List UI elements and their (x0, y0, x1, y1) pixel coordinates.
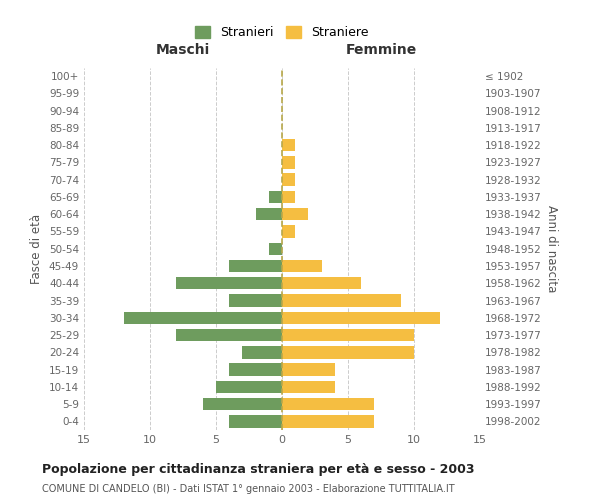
Text: Popolazione per cittadinanza straniera per età e sesso - 2003: Popolazione per cittadinanza straniera p… (42, 462, 475, 475)
Bar (203, 398, 282, 410)
Bar (256, 208, 282, 220)
Bar (282, 312, 440, 324)
Bar (229, 260, 282, 272)
Bar (229, 364, 282, 376)
Bar (282, 260, 322, 272)
Bar (282, 346, 414, 358)
Bar (282, 190, 295, 203)
Text: COMUNE DI CANDELO (BI) - Dati ISTAT 1° gennaio 2003 - Elaborazione TUTTITALIA.IT: COMUNE DI CANDELO (BI) - Dati ISTAT 1° g… (42, 484, 455, 494)
Bar (282, 208, 308, 220)
Bar (282, 415, 374, 428)
Bar (282, 226, 295, 237)
Bar (282, 380, 335, 393)
Bar (216, 380, 282, 393)
Bar (282, 277, 361, 289)
Bar (176, 329, 282, 342)
Bar (229, 415, 282, 428)
Bar (282, 364, 335, 376)
Bar (124, 312, 282, 324)
Bar (282, 174, 295, 186)
Text: Femmine: Femmine (346, 43, 416, 57)
Bar (176, 277, 282, 289)
Bar (282, 156, 295, 168)
Y-axis label: Fasce di età: Fasce di età (31, 214, 43, 284)
Legend: Stranieri, Straniere: Stranieri, Straniere (190, 21, 374, 44)
Bar (269, 190, 282, 203)
Bar (282, 398, 374, 410)
Bar (282, 139, 295, 151)
Text: Maschi: Maschi (156, 43, 210, 57)
Y-axis label: Anni di nascita: Anni di nascita (545, 205, 558, 292)
Bar (242, 346, 282, 358)
Bar (282, 294, 401, 307)
Bar (229, 294, 282, 307)
Bar (282, 329, 414, 342)
Bar (269, 242, 282, 255)
